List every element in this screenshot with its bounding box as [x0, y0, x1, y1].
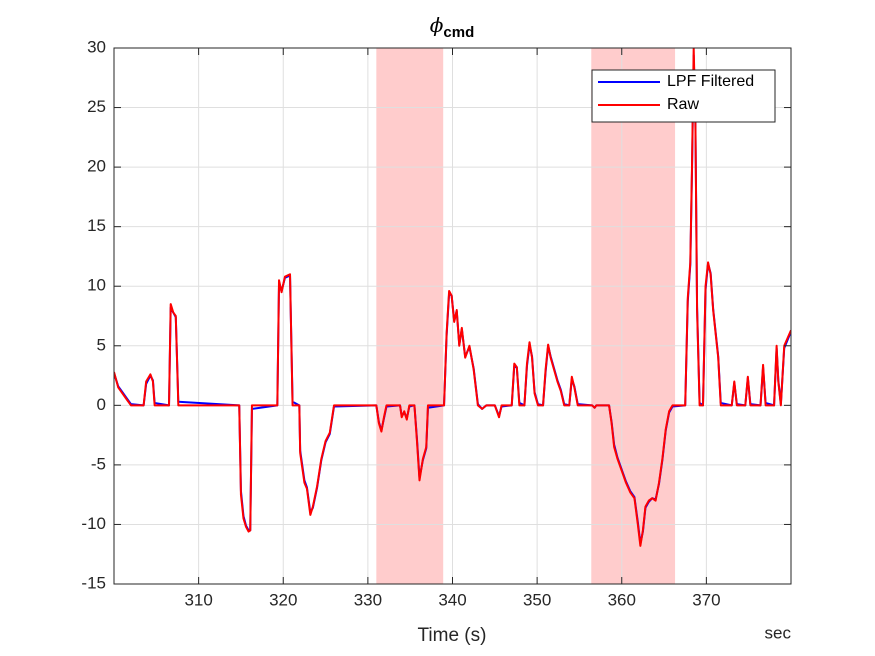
y-tick-label: 0	[97, 395, 106, 414]
legend-label: LPF Filtered	[667, 73, 754, 90]
legend-label: Raw	[667, 96, 699, 113]
axis-annotation: sec	[765, 623, 792, 642]
legend-box	[591, 69, 776, 123]
x-tick-label: 310	[184, 590, 212, 609]
tick-layer: 310 320 330 340 350 360 370 -15 -10 -5 0 5 10 15 20 25 3…	[81, 37, 791, 609]
y-tick-label: 30	[87, 37, 106, 56]
title-subscript: cmd	[443, 24, 474, 41]
y-tick-label: -15	[81, 573, 106, 592]
shaded-region	[376, 48, 444, 584]
x-tick-label: 320	[269, 590, 297, 609]
shaded-region	[591, 48, 676, 584]
line-layer	[114, 48, 791, 547]
y-tick-label: 15	[87, 216, 106, 235]
x-tick-label: 350	[523, 590, 551, 609]
x-axis-label: Time (s)	[418, 625, 487, 646]
y-tick-label: -10	[81, 514, 106, 533]
y-tick-label: 5	[97, 335, 106, 354]
chart-title: ϕcmd	[430, 13, 474, 41]
y-tick-label: -5	[91, 454, 106, 473]
y-tick-label: 25	[87, 97, 106, 116]
title-symbol: ϕ	[430, 13, 444, 37]
x-tick-label: 370	[692, 590, 720, 609]
grid-layer	[114, 47, 791, 585]
y-tick-label: 20	[87, 157, 106, 176]
x-tick-label: 330	[354, 590, 382, 609]
x-tick-label: 360	[608, 590, 636, 609]
legend: LPF Filtered Raw	[591, 69, 776, 123]
data-line	[114, 48, 791, 547]
shade-layer	[376, 48, 676, 584]
y-tick-label: 10	[87, 276, 106, 295]
x-tick-label: 340	[438, 590, 466, 609]
